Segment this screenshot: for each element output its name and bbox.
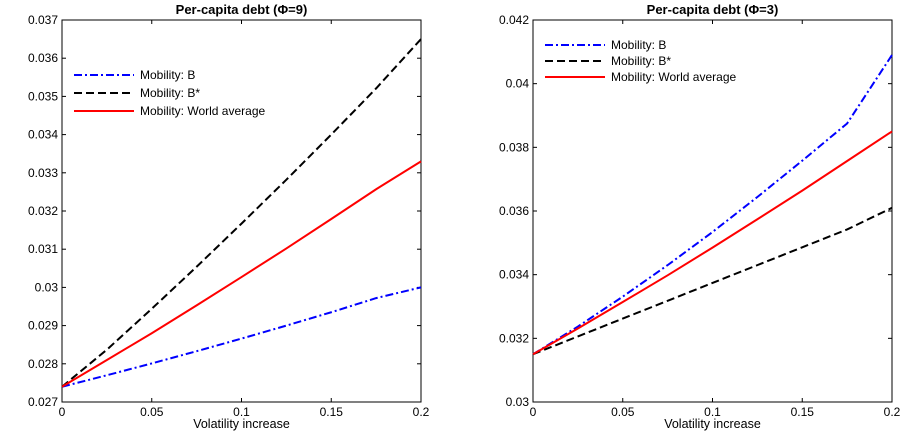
series-line-3 bbox=[532, 130, 893, 356]
y-tick-label: 0.033 bbox=[28, 166, 58, 180]
y-tick-label: 0.032 bbox=[499, 331, 529, 345]
y-tick-label: 0.035 bbox=[28, 89, 58, 103]
legend-label-1: Mobility: B bbox=[140, 68, 195, 82]
legend-label-2: Mobility: B* bbox=[140, 86, 200, 100]
x-tick-label: 0 bbox=[59, 405, 66, 419]
y-tick-label: 0.029 bbox=[28, 319, 58, 333]
y-tick-label: 0.034 bbox=[28, 128, 58, 142]
y-tick-label: 0.031 bbox=[28, 242, 58, 256]
plot-frame bbox=[61, 19, 422, 403]
x-tick-label: 0.05 bbox=[140, 405, 164, 419]
x-tick-label: 0.15 bbox=[320, 405, 344, 419]
series-line-3 bbox=[61, 160, 422, 388]
x-tick-label: 0.05 bbox=[611, 405, 635, 419]
y-tick-label: 0.027 bbox=[28, 395, 58, 409]
y-tick-label: 0.038 bbox=[499, 140, 529, 154]
legend-label-1: Mobility: B bbox=[611, 38, 666, 52]
y-tick-label: 0.04 bbox=[506, 77, 530, 91]
chart-panel-2: 0 0.05 0.1 0.15 0.2 0.03 0.032 0.034 0.036 0.038 0… bbox=[499, 2, 901, 431]
y-tick-label: 0.036 bbox=[499, 204, 529, 218]
chart-title: Per-capita debt (Φ=9) bbox=[176, 2, 308, 17]
series-line-1 bbox=[61, 286, 422, 388]
y-tick-label: 0.028 bbox=[28, 357, 58, 371]
series-line-2 bbox=[61, 38, 422, 388]
x-tick-label: 0.1 bbox=[704, 405, 721, 419]
x-tick-label: 0.15 bbox=[791, 405, 815, 419]
y-tick-label: 0.037 bbox=[28, 13, 58, 27]
legend-label-3: Mobility: World average bbox=[140, 104, 265, 118]
series-line-2 bbox=[532, 206, 893, 356]
y-tick-label: 0.042 bbox=[499, 13, 529, 27]
y-tick-label: 0.032 bbox=[28, 204, 58, 218]
y-tick-label: 0.03 bbox=[506, 395, 530, 409]
x-tick-label: 0 bbox=[530, 405, 537, 419]
x-axis-label: Volatility increase bbox=[664, 417, 761, 431]
series-line-1 bbox=[532, 54, 893, 356]
x-axis-label: Volatility increase bbox=[193, 417, 290, 431]
legend-label-3: Mobility: World average bbox=[611, 70, 736, 84]
chart-title: Per-capita debt (Φ=3) bbox=[647, 2, 779, 17]
x-tick-label: 0.2 bbox=[413, 405, 430, 419]
x-tick-label: 0.1 bbox=[233, 405, 250, 419]
y-tick-label: 0.03 bbox=[35, 280, 59, 294]
y-tick-label: 0.036 bbox=[28, 51, 58, 65]
legend-label-2: Mobility: B* bbox=[611, 54, 671, 68]
y-tick-label: 0.034 bbox=[499, 268, 529, 282]
chart-panel-1: 0 0.05 0.1 0.15 0.2 0.027 0.028 0.029 0.03 0.031 0… bbox=[28, 2, 430, 431]
x-tick-label: 0.2 bbox=[884, 405, 901, 419]
